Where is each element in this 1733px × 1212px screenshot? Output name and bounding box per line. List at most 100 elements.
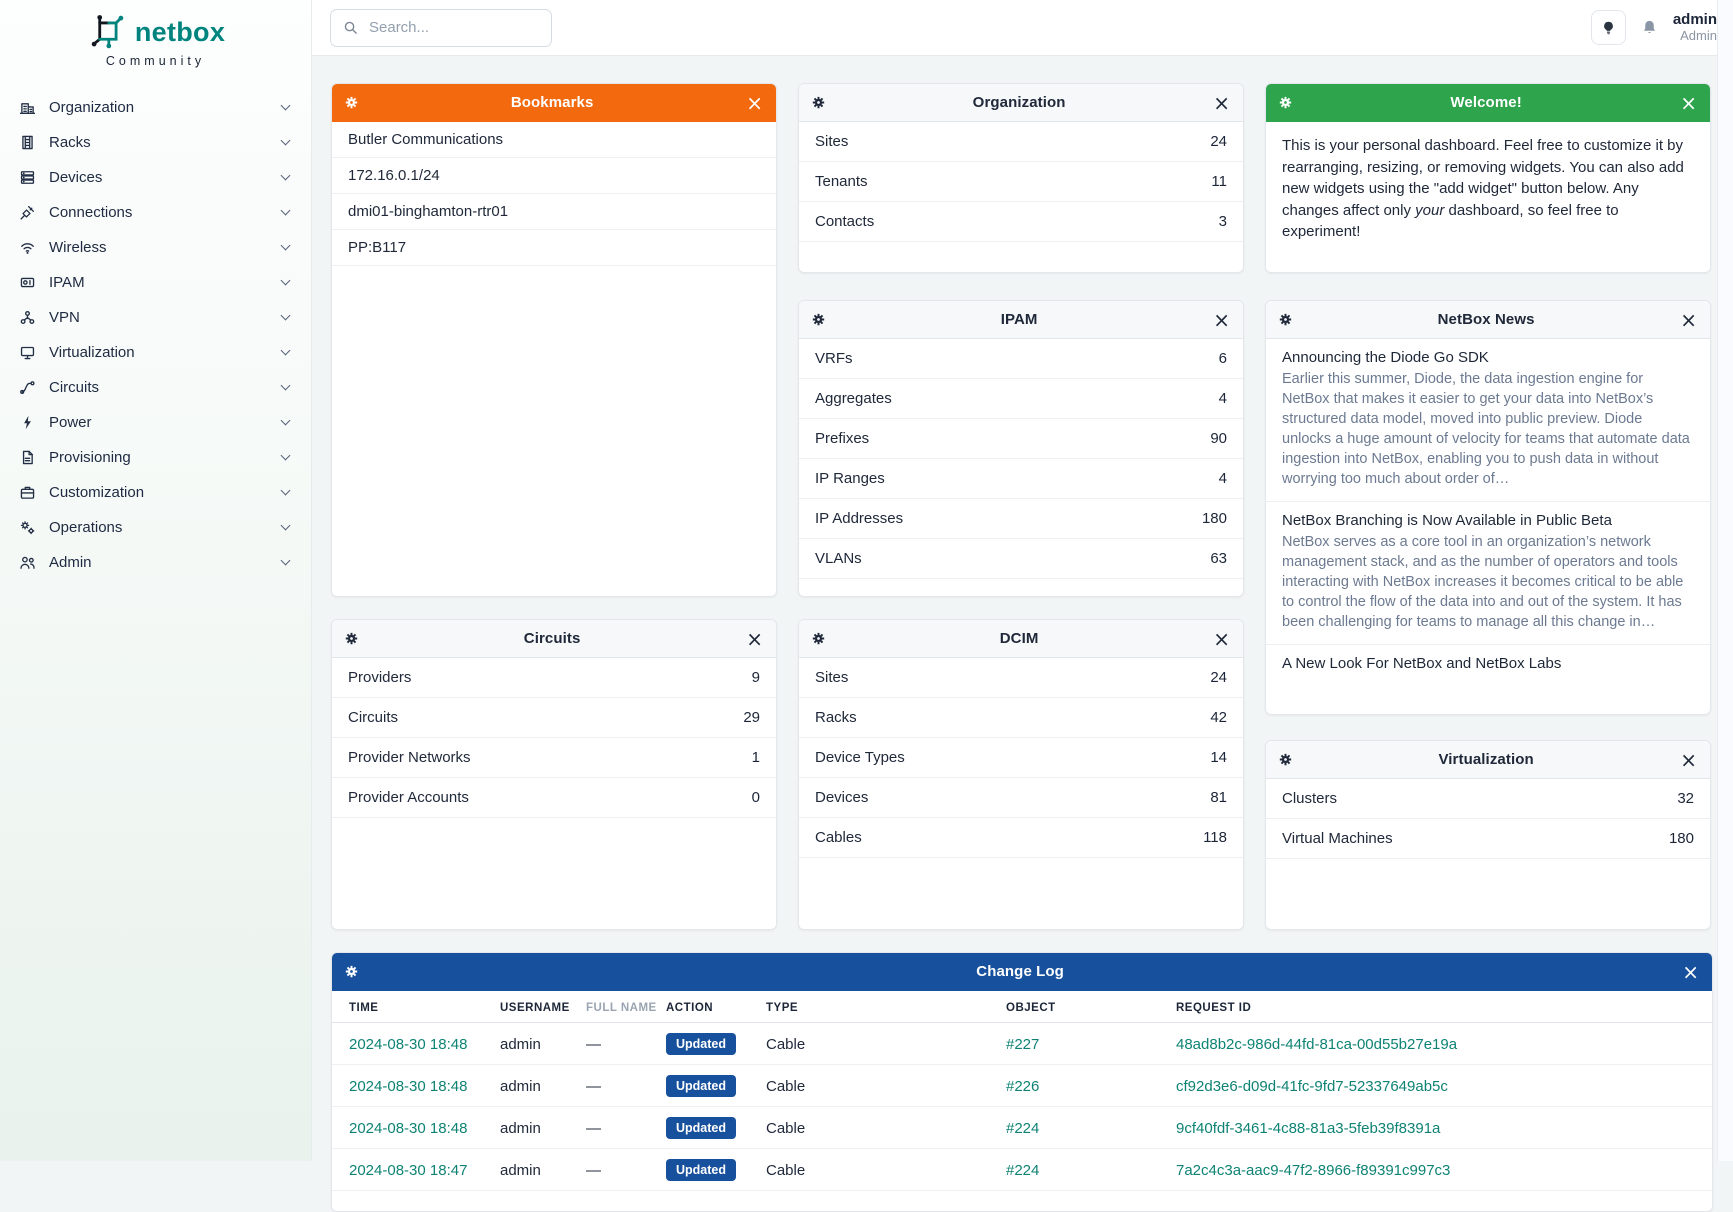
stat-value: 42 <box>1210 709 1227 726</box>
stat-row[interactable]: Sites 24 <box>799 658 1243 698</box>
stat-label: Tenants <box>815 173 868 190</box>
request-id-link[interactable]: 7a2c4c3a-aac9-47f2-8966-f89391c997c3 <box>1176 1161 1451 1179</box>
sidebar-item-vpn[interactable]: VPN <box>0 300 311 335</box>
object-link[interactable]: #224 <box>1006 1161 1040 1179</box>
widget-title: Change Log <box>976 963 1064 980</box>
stat-row[interactable]: IP Ranges 4 <box>799 459 1243 499</box>
gear-icon[interactable] <box>812 313 825 326</box>
gear-icon[interactable] <box>812 632 825 645</box>
stat-row[interactable]: Devices 81 <box>799 778 1243 818</box>
dashboard: Bookmarks × Butler Communications 172.16.… <box>312 56 1733 1212</box>
request-id-link[interactable]: cf92d3e6-d09d-41fc-9fd7-52337649ab5c <box>1176 1077 1448 1095</box>
news-item[interactable]: NetBox Branching is Now Available in Pub… <box>1266 502 1710 645</box>
stat-row[interactable]: Clusters 32 <box>1266 779 1710 819</box>
sidebar-item-devices[interactable]: Devices <box>0 160 311 195</box>
theme-toggle-button[interactable] <box>1590 10 1626 45</box>
scrollbar[interactable] <box>1717 0 1733 1161</box>
sidebar-item-ipam[interactable]: IPAM <box>0 265 311 300</box>
stat-row[interactable]: Cables 118 <box>799 818 1243 858</box>
username-cell: admin <box>490 1064 576 1107</box>
close-icon[interactable]: × <box>1213 626 1230 651</box>
chevron-down-icon <box>280 100 291 111</box>
bookmark-link[interactable]: Butler Communications <box>332 122 776 158</box>
stat-row[interactable]: Provider Networks 1 <box>332 738 776 778</box>
bookmark-link[interactable]: dmi01-binghamton-rtr01 <box>332 194 776 230</box>
request-id-link[interactable]: 48ad8b2c-986d-44fd-81ca-00d55b27e19a <box>1176 1035 1458 1053</box>
bookmark-link[interactable]: PP:B117 <box>332 230 776 266</box>
stat-value: 90 <box>1210 430 1227 447</box>
close-icon[interactable]: × <box>1680 307 1697 332</box>
column-header: OBJECT <box>996 991 1166 1023</box>
close-icon[interactable]: × <box>746 90 763 115</box>
stat-row[interactable]: Device Types 14 <box>799 738 1243 778</box>
changelog-row: 2024-08-30 18:48 admin — Updated Cable #224 9c… <box>332 1106 1712 1149</box>
news-title: A New Look For NetBox and NetBox Labs <box>1282 655 1562 672</box>
time-link[interactable]: 2024-08-30 18:48 <box>349 1077 468 1095</box>
stat-row[interactable]: Providers 9 <box>332 658 776 698</box>
close-icon[interactable]: × <box>1682 959 1699 984</box>
sidebar-item-provisioning[interactable]: Provisioning <box>0 440 311 475</box>
toolbox-icon <box>20 486 35 499</box>
gear-icon[interactable] <box>345 965 358 978</box>
stat-row[interactable]: Circuits 29 <box>332 698 776 738</box>
close-icon[interactable]: × <box>1213 307 1230 332</box>
notifications-button[interactable] <box>1641 19 1658 36</box>
request-id-link[interactable]: 9cf40fdf-3461-4c88-81a3-5feb39f8391a <box>1176 1119 1441 1137</box>
object-link[interactable]: #227 <box>1006 1035 1040 1053</box>
sidebar-item-power[interactable]: Power <box>0 405 311 440</box>
gear-icon[interactable] <box>1279 96 1292 109</box>
sidebar-item-organization[interactable]: Organization <box>0 90 311 125</box>
bookmark-link[interactable]: 172.16.0.1/24 <box>332 158 776 194</box>
stat-row[interactable]: Racks 42 <box>799 698 1243 738</box>
stat-row[interactable]: Tenants 11 <box>799 162 1243 202</box>
brand-block[interactable]: netbox Community <box>0 0 311 68</box>
time-link[interactable]: 2024-08-30 18:48 <box>349 1035 468 1053</box>
sidebar-item-operations[interactable]: Operations <box>0 510 311 545</box>
time-link[interactable]: 2024-08-30 18:48 <box>349 1119 468 1137</box>
sidebar-item-racks[interactable]: Racks <box>0 125 311 160</box>
action-cell: Updated <box>656 1064 756 1107</box>
chevron-down-icon <box>280 555 291 566</box>
stat-row[interactable]: Virtual Machines 180 <box>1266 819 1710 859</box>
stat-label: Racks <box>815 709 857 726</box>
stat-row[interactable]: Contacts 3 <box>799 202 1243 242</box>
widget-header: DCIM × <box>799 620 1243 658</box>
object-link[interactable]: #224 <box>1006 1119 1040 1137</box>
stat-row[interactable]: Prefixes 90 <box>799 419 1243 459</box>
sidebar-item-wireless[interactable]: Wireless <box>0 230 311 265</box>
gear-icon[interactable] <box>1279 753 1292 766</box>
stat-row[interactable]: VRFs 6 <box>799 339 1243 379</box>
sidebar-item-admin[interactable]: Admin <box>0 545 311 580</box>
news-item[interactable]: Announcing the Diode Go SDK Earlier this … <box>1266 339 1710 502</box>
gear-icon[interactable] <box>1279 313 1292 326</box>
stat-row[interactable]: IP Addresses 180 <box>799 499 1243 539</box>
sidebar-item-circuits[interactable]: Circuits <box>0 370 311 405</box>
changelog-row: 2024-08-30 18:48 admin — Updated Cable #227 48… <box>332 1022 1712 1065</box>
search-box[interactable] <box>330 8 552 47</box>
sidebar-item-virtualization[interactable]: Virtualization <box>0 335 311 370</box>
full-name-cell: — <box>576 1148 656 1191</box>
gear-icon[interactable] <box>345 96 358 109</box>
sidebar-item-label: Virtualization <box>49 344 135 361</box>
gear-icon[interactable] <box>812 96 825 109</box>
lightbulb-icon <box>1603 21 1613 34</box>
close-icon[interactable]: × <box>1680 90 1697 115</box>
close-icon[interactable]: × <box>1213 90 1230 115</box>
stat-row[interactable]: Sites 24 <box>799 122 1243 162</box>
chevron-down-icon <box>280 170 291 181</box>
server-icon <box>20 171 35 184</box>
object-link[interactable]: #226 <box>1006 1077 1040 1095</box>
sidebar-item-customization[interactable]: Customization <box>0 475 311 510</box>
user-menu[interactable]: admin Admin <box>1673 11 1717 43</box>
stat-row[interactable]: VLANs 63 <box>799 539 1243 579</box>
gear-icon[interactable] <box>345 632 358 645</box>
close-icon[interactable]: × <box>1680 747 1697 772</box>
sidebar-item-connections[interactable]: Connections <box>0 195 311 230</box>
news-item[interactable]: A New Look For NetBox and NetBox Labs <box>1266 645 1710 687</box>
close-icon[interactable]: × <box>746 626 763 651</box>
stat-row[interactable]: Provider Accounts 0 <box>332 778 776 818</box>
time-link[interactable]: 2024-08-30 18:47 <box>349 1161 468 1179</box>
stat-row[interactable]: Aggregates 4 <box>799 379 1243 419</box>
widget-title: IPAM <box>1000 311 1038 328</box>
search-input[interactable] <box>367 18 517 37</box>
